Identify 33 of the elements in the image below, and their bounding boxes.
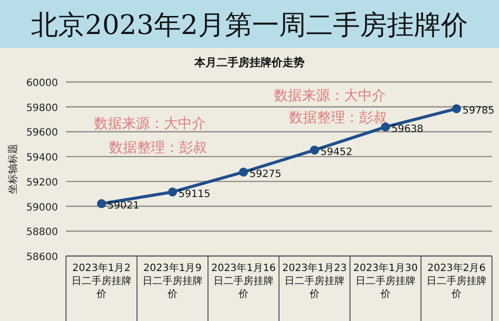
data-label: 59275: [250, 169, 282, 180]
data-label: 59452: [320, 147, 352, 158]
chart-title: 北京2023年2月第一周二手房挂牌价: [31, 10, 468, 41]
data-label: 59115: [178, 188, 210, 200]
data-label: 59638: [392, 124, 424, 135]
point: [452, 104, 461, 114]
y-tick-label: 59600: [26, 128, 58, 139]
y-tick-label: 58800: [26, 227, 58, 238]
x-tick-label: 2023年1月9日二手房挂牌价: [142, 262, 202, 300]
y-tick-label: 59000: [26, 202, 58, 214]
annotation: 数据来源：大中介: [274, 88, 386, 104]
y-tick-label: 59400: [26, 152, 58, 164]
data-label: 59021: [108, 200, 140, 212]
x-tick-label: 2023年1月30日二手房挂牌价: [353, 262, 418, 300]
point: [239, 168, 248, 177]
point: [310, 146, 319, 155]
x-tick-label: 2023年2月6日二手房挂牌价: [426, 262, 486, 300]
chart-subtitle: 本月二手房挂牌价走势: [194, 56, 304, 69]
x-tick-label: 2023年1月2日二手房挂牌价: [72, 262, 132, 300]
annotation: 数据来源：大中介: [94, 116, 206, 132]
annotation: 数据整理：彭叔: [289, 110, 387, 126]
annotation: 数据整理：彭叔: [109, 140, 207, 156]
y-tick-label: 59200: [26, 177, 58, 188]
x-tick-label: 2023年1月23日二手房挂牌价: [282, 262, 347, 300]
y-tick-label: 59800: [26, 102, 58, 114]
y-tick-label: 60000: [26, 78, 58, 89]
point: [168, 187, 177, 196]
x-tick-label: 2023年1月16日二手房挂牌价: [211, 262, 276, 300]
point: [381, 122, 390, 132]
y-tick-label: 58600: [26, 252, 58, 263]
data-label: 59785: [462, 106, 494, 117]
point: [97, 199, 106, 208]
y-axis-title: 坐标轴标题: [7, 144, 19, 194]
